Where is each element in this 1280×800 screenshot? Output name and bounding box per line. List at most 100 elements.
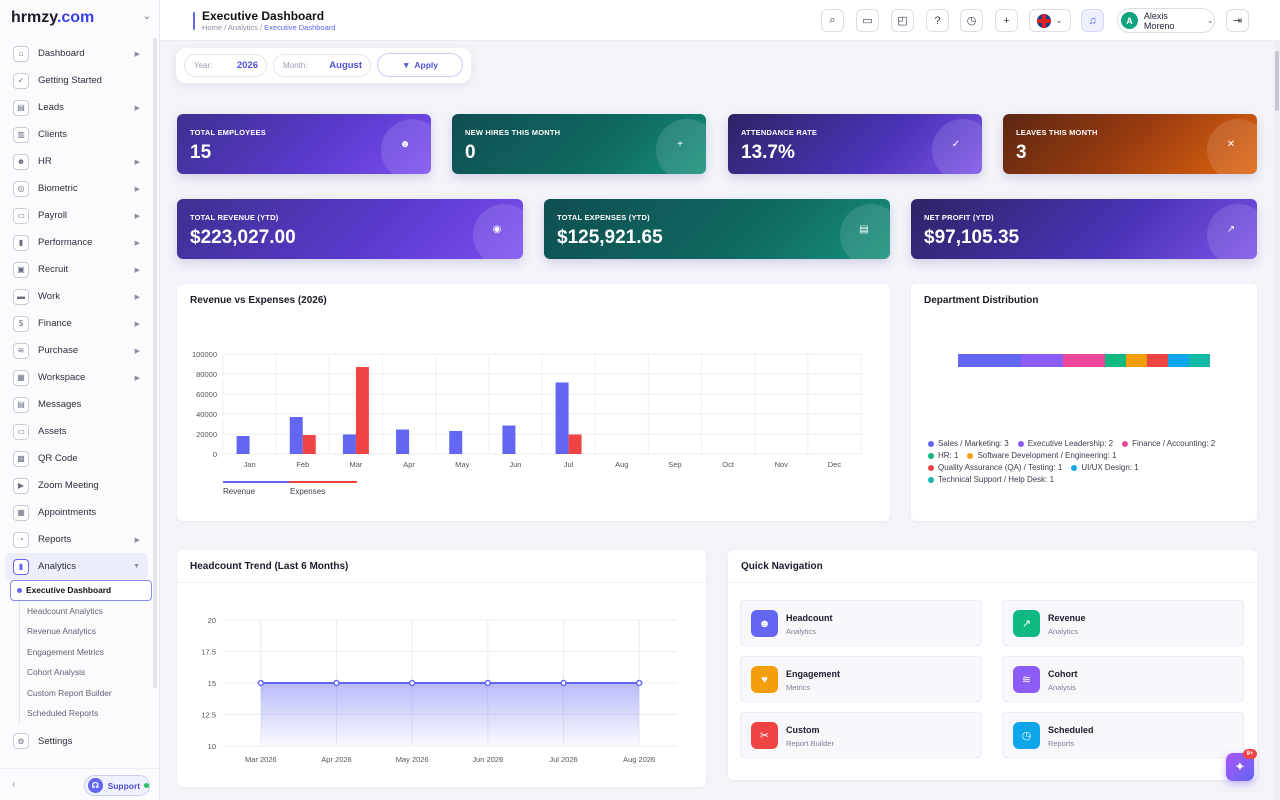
revenue-bar[interactable]: [236, 436, 250, 454]
check-circle-icon: ✓: [13, 72, 29, 89]
legend-label: Sales / Marketing: 3: [938, 439, 1009, 448]
legend-item[interactable]: HR: 1: [928, 451, 958, 460]
expenses-bar[interactable]: [568, 434, 582, 455]
sidebar-item-label: Workspace: [38, 372, 86, 383]
sidebar-item-settings[interactable]: ⚙ Settings: [5, 728, 148, 755]
submenu-item-executive-dashboard[interactable]: Executive Dashboard: [10, 580, 152, 601]
timer-icon[interactable]: ◷: [960, 9, 983, 32]
expenses-legend-line[interactable]: [289, 481, 357, 483]
sidebar-item-qr-code[interactable]: ▩ QR Code: [5, 445, 148, 472]
chevron-right-icon: ▶: [134, 50, 140, 58]
sidebar-item-recruit[interactable]: ▣ Recruit ▶: [5, 256, 148, 283]
headcount-point[interactable]: [560, 679, 567, 687]
page-scrollbar[interactable]: [1274, 41, 1280, 800]
sidebar-item-biometric[interactable]: ◎ Biometric ▶: [5, 175, 148, 202]
sidebar-item-messages[interactable]: ▤ Messages: [5, 391, 148, 418]
quick-nav-revenue[interactable]: ↗ Revenue Analytics: [1002, 600, 1244, 646]
notifications-icon[interactable]: ♫: [1081, 9, 1104, 32]
breadcrumb-home[interactable]: Home: [202, 23, 223, 32]
submenu-item-cohort-analysis[interactable]: Cohort Analysis: [20, 662, 148, 683]
breadcrumb: Home / Analytics / Executive Dashboard: [202, 23, 336, 32]
quick-nav-scheduled[interactable]: ◷ Scheduled Reports: [1002, 712, 1244, 758]
sidebar-item-getting-started[interactable]: ✓ Getting Started: [5, 67, 148, 94]
add-icon[interactable]: +: [995, 9, 1018, 32]
legend-item[interactable]: UI/UX Design: 1: [1071, 463, 1139, 472]
quick-nav-engagement[interactable]: ♥ Engagement Metrics: [740, 656, 982, 702]
submenu-item-engagement-metrics[interactable]: Engagement Metrics: [20, 642, 148, 663]
department-segment[interactable]: [958, 354, 1021, 367]
sticky-note-icon[interactable]: ◰: [891, 9, 914, 32]
user-menu[interactable]: A Alexis Moreno ⌄: [1117, 8, 1215, 33]
revenue-bar[interactable]: [555, 382, 569, 455]
sidebar-item-performance[interactable]: ▮ Performance ▶: [5, 229, 148, 256]
department-segment[interactable]: [1147, 354, 1168, 367]
year-select[interactable]: Year: 2026: [184, 54, 267, 77]
quick-nav-title: Revenue: [1048, 613, 1086, 623]
department-panel: Department Distribution: [911, 284, 1257, 521]
quick-nav-custom[interactable]: ✂ Custom Report Builder: [740, 712, 982, 758]
sidebar-item-assets[interactable]: ▭ Assets: [5, 418, 148, 445]
legend-swatch: [928, 476, 934, 483]
sidebar-scrollbar[interactable]: [153, 38, 157, 688]
collapse-sidebar-icon[interactable]: ‹: [12, 779, 16, 790]
legend-item[interactable]: Sales / Marketing: 3: [928, 439, 1009, 448]
expenses-bar[interactable]: [302, 435, 316, 454]
sidebar-item-hr[interactable]: ☻ HR ▶: [5, 148, 148, 175]
y-tick-label: 60000: [196, 390, 217, 399]
quick-nav-headcount[interactable]: ☻ Headcount Analytics: [740, 600, 982, 646]
legend-item[interactable]: Quality Assurance (QA) / Testing: 1: [928, 463, 1062, 472]
decorative-circle: [381, 119, 431, 174]
apply-button[interactable]: ▼ Apply: [377, 53, 463, 77]
legend-item[interactable]: Finance / Accounting: 2: [1122, 439, 1215, 448]
revenue-bar[interactable]: [289, 417, 303, 454]
submenu-item-scheduled-reports[interactable]: Scheduled Reports: [20, 703, 148, 724]
sidebar-item-clients[interactable]: ▥ Clients: [5, 121, 148, 148]
sidebar-item-zoom-meeting[interactable]: ▶ Zoom Meeting: [5, 472, 148, 499]
headcount-point[interactable]: [333, 679, 340, 687]
sidebar-item-dashboard[interactable]: ⌂ Dashboard ▶: [5, 40, 148, 67]
breadcrumb-analytics[interactable]: Analytics: [227, 23, 258, 32]
headcount-point[interactable]: [408, 679, 416, 687]
legend-item[interactable]: Software Development / Engineering: 1: [967, 451, 1117, 460]
sidebar-item-analytics[interactable]: ▮ Analytics ▼: [5, 553, 148, 580]
language-selector[interactable]: ⌄: [1029, 9, 1071, 32]
submenu-item-headcount-analytics[interactable]: Headcount Analytics: [20, 601, 148, 622]
brand-logo[interactable]: hrmzy.com ⌄: [0, 0, 159, 34]
headcount-point[interactable]: [484, 679, 492, 687]
headcount-point[interactable]: [257, 679, 265, 687]
department-segment[interactable]: [1126, 354, 1147, 367]
department-segment[interactable]: [1105, 354, 1126, 367]
month-select[interactable]: Month: August: [273, 54, 371, 77]
department-segment[interactable]: [1168, 354, 1189, 367]
legend-item[interactable]: Technical Support / Help Desk: 1: [928, 475, 1054, 484]
revenue-bar[interactable]: [449, 431, 463, 454]
sidebar-item-work[interactable]: ▬ Work ▶: [5, 283, 148, 310]
revenue-bar[interactable]: [342, 434, 356, 455]
sidebar-item-finance[interactable]: $ Finance ▶: [5, 310, 148, 337]
help-icon[interactable]: ?: [926, 9, 949, 32]
sidebar-item-payroll[interactable]: ▭ Payroll ▶: [5, 202, 148, 229]
sidebar-item-appointments[interactable]: ▦ Appointments: [5, 499, 148, 526]
department-segment[interactable]: [1063, 354, 1105, 367]
sidebar-item-workspace[interactable]: ▦ Workspace ▶: [5, 364, 148, 391]
revenue-bar[interactable]: [396, 429, 410, 455]
sidebar-item-purchase[interactable]: ≋ Purchase ▶: [5, 337, 148, 364]
revenue-legend-line[interactable]: [223, 481, 289, 483]
sidebar-item-leads[interactable]: ▤ Leads ▶: [5, 94, 148, 121]
support-button[interactable]: ☊ Support: [84, 775, 150, 796]
revenue-bar[interactable]: [502, 425, 516, 455]
search-icon[interactable]: ⌕: [821, 9, 844, 32]
department-segment[interactable]: [1189, 354, 1210, 367]
sidebar-item-reports[interactable]: ◔ Reports ▶: [5, 526, 148, 553]
submenu-item-revenue-analytics[interactable]: Revenue Analytics: [20, 621, 148, 642]
legend-swatch: [1017, 440, 1024, 447]
logout-icon[interactable]: ⇥: [1226, 9, 1249, 32]
legend-item[interactable]: Executive Leadership: 2: [1017, 439, 1113, 448]
headcount-point[interactable]: [635, 679, 643, 687]
quick-nav-cohort[interactable]: ≋ Cohort Analysis: [1002, 656, 1244, 702]
chevron-down-icon[interactable]: ⌄: [142, 11, 151, 22]
department-segment[interactable]: [1021, 354, 1063, 367]
expenses-bar[interactable]: [355, 367, 369, 454]
calendar-icon[interactable]: ▭: [856, 9, 879, 32]
submenu-item-custom-report-builder[interactable]: Custom Report Builder: [20, 683, 148, 704]
